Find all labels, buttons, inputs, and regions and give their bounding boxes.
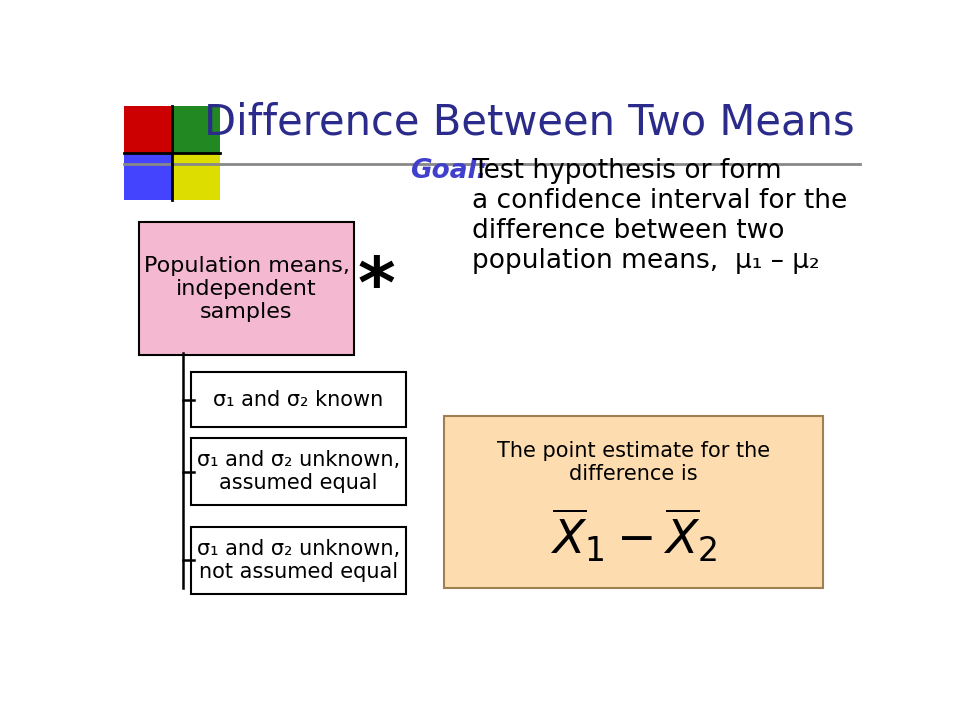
FancyBboxPatch shape xyxy=(124,106,172,153)
Text: The point estimate for the
difference is: The point estimate for the difference is xyxy=(496,441,770,485)
FancyBboxPatch shape xyxy=(138,222,354,355)
Text: Population means,
independent
samples: Population means, independent samples xyxy=(144,256,349,322)
Text: σ₁ and σ₂ unknown,
assumed equal: σ₁ and σ₂ unknown, assumed equal xyxy=(197,450,400,493)
Text: σ₁ and σ₂ unknown,
not assumed equal: σ₁ and σ₂ unknown, not assumed equal xyxy=(197,539,400,582)
Text: *: * xyxy=(358,254,396,323)
FancyBboxPatch shape xyxy=(191,527,406,594)
Text: $\overline{X}_1 - \overline{X}_2$: $\overline{X}_1 - \overline{X}_2$ xyxy=(549,507,717,564)
Text: Goal:: Goal: xyxy=(410,158,487,184)
Text: σ₁ and σ₂ known: σ₁ and σ₂ known xyxy=(213,390,384,410)
FancyBboxPatch shape xyxy=(191,438,406,505)
FancyBboxPatch shape xyxy=(191,372,406,428)
FancyBboxPatch shape xyxy=(124,153,172,200)
Text: Difference Between Two Means: Difference Between Two Means xyxy=(204,102,854,143)
FancyBboxPatch shape xyxy=(444,416,823,588)
FancyBboxPatch shape xyxy=(172,106,221,153)
FancyBboxPatch shape xyxy=(172,153,221,200)
Text: Test hypothesis or form
a confidence interval for the
difference between two
pop: Test hypothesis or form a confidence int… xyxy=(472,158,847,274)
